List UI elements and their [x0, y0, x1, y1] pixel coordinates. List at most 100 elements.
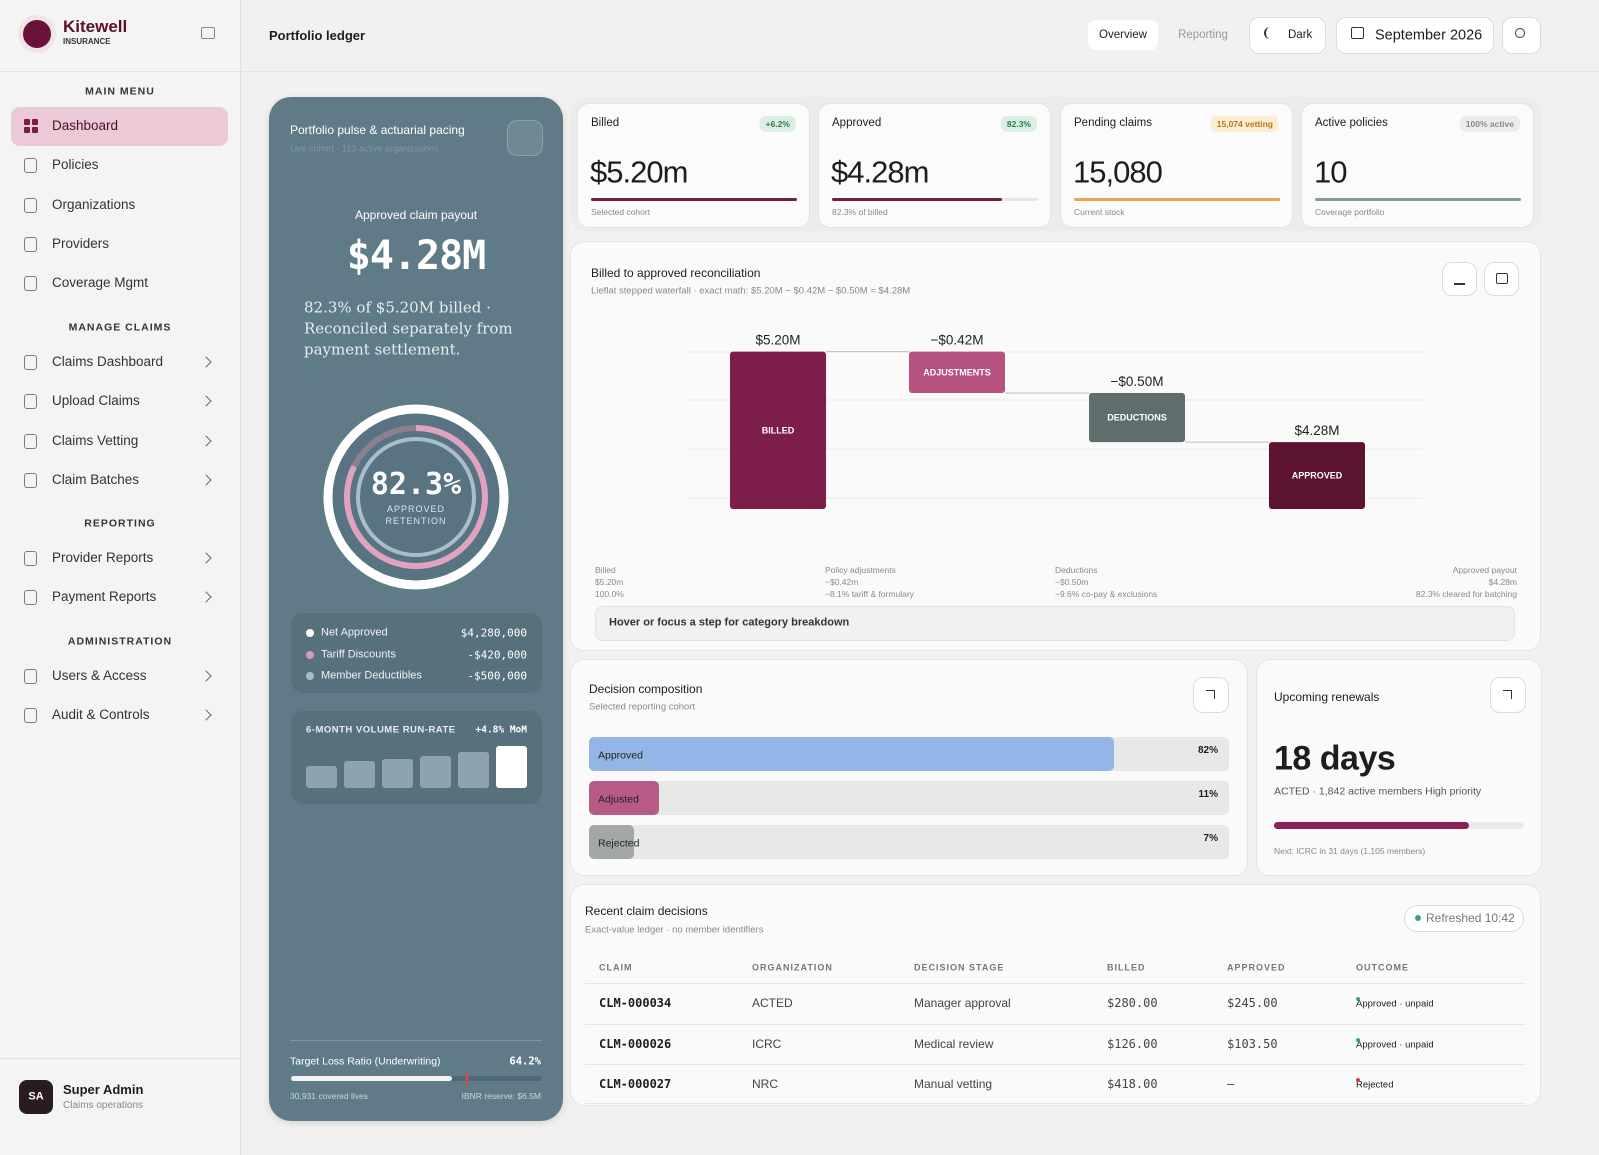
arrow-icon: [1503, 690, 1512, 699]
kpi-title: Billed: [591, 117, 620, 130]
kpi-value: $5.20m: [590, 154, 688, 190]
column-header: CLAIM: [599, 962, 633, 973]
composition-bar: [589, 825, 634, 859]
payout-note: 82.3% of $5.20M billed · Reconciled sepa…: [304, 298, 513, 359]
kpi-badge: 100% active: [1459, 115, 1520, 133]
bar-label: ADJUSTMENTS: [923, 367, 991, 377]
legend-dot: [306, 650, 314, 659]
outcome-dot: [1356, 1078, 1360, 1082]
calendar-button[interactable]: [1484, 262, 1519, 296]
tab-active[interactable]: [1088, 20, 1158, 50]
menu-label: Organizations: [52, 196, 136, 212]
footnote: 82.3% cleared for batching: [1416, 589, 1517, 599]
table-cell: ACTED: [752, 995, 793, 1010]
row-divider: [585, 983, 1526, 984]
legend-box: [291, 613, 542, 693]
panel-title: Portfolio pulse & actuarial pacing: [290, 122, 465, 137]
kpi-title: Pending claims: [1074, 117, 1152, 130]
legend-dot: [306, 629, 314, 637]
menu-icon: [24, 127, 30, 133]
ring-outer: [323, 404, 509, 590]
footnote: Deductions: [1055, 565, 1098, 575]
menu-label: Policies: [52, 157, 99, 173]
pulse-panel: [269, 97, 563, 1121]
menu-label: Upload Claims: [52, 393, 140, 409]
waterfall-chart: BILLED $5.20M ADJUSTMENTS −$0.42M DEDUCTIONS…: [595, 333, 1518, 599]
page-title: Portfolio ledger: [269, 28, 366, 44]
payout-label: Approved claim payout: [354, 207, 478, 222]
table-cell: ICRC: [752, 1036, 782, 1051]
date-picker[interactable]: [1336, 17, 1494, 54]
menu-icon: [24, 236, 37, 252]
download-button[interactable]: [1442, 262, 1477, 296]
menu-item[interactable]: [11, 146, 228, 185]
kpi-value: 10: [1314, 154, 1347, 190]
ring-caption: APPROVED RETENTION: [385, 504, 447, 526]
column-header: APPROVED: [1227, 962, 1286, 973]
legend-name: Tariff Discounts: [321, 647, 396, 660]
card-title: Decision composition: [589, 681, 703, 696]
legend-value: $4,280,000: [460, 626, 527, 640]
kpi-progress: [1074, 198, 1280, 201]
table-cell: Manager approval: [914, 995, 1011, 1010]
runrate-bar: [344, 761, 375, 788]
legend-value: -$420,000: [467, 647, 527, 661]
runrate-bar: [458, 752, 489, 788]
menu-icon: [24, 276, 37, 292]
composition-bar: [589, 781, 660, 815]
composition-track: [589, 781, 1229, 815]
menu-icon: [24, 669, 37, 684]
menu-item[interactable]: [11, 225, 228, 264]
ring-value: 82.3%: [370, 467, 462, 502]
value-label: $4.28M: [1294, 423, 1339, 438]
value-label: $5.20M: [755, 333, 800, 348]
menu-label: Providers: [52, 235, 110, 251]
collapse-button[interactable]: [201, 27, 215, 39]
calendar-icon: [1496, 273, 1508, 284]
ring-inner: [356, 437, 476, 557]
user-name: Super Admin: [63, 1082, 144, 1098]
column-header: OUTCOME: [1356, 962, 1409, 973]
panel-subtitle: Live cohort · 113 active organizations: [290, 143, 439, 154]
kpi-title: Active policies: [1315, 117, 1388, 130]
table-cell: CLM-000034: [599, 995, 672, 1010]
runrate-bar: [420, 756, 451, 788]
card-title: Upcoming renewals: [1274, 689, 1380, 704]
settings-button[interactable]: [507, 120, 543, 156]
composition-label: Adjusted: [598, 793, 639, 806]
footnote: −$0.50m: [1055, 577, 1088, 587]
moon-icon: [1264, 27, 1276, 39]
status-text: Refreshed 10:42: [1426, 910, 1515, 925]
kpi-badge: 15,074 vetting: [1210, 115, 1279, 133]
composition-label: Approved: [598, 749, 643, 762]
expand-button[interactable]: [1193, 677, 1229, 713]
table-card: [570, 884, 1541, 1106]
loss-value: 64.2%: [509, 1055, 541, 1068]
theme-toggle[interactable]: [1249, 17, 1326, 54]
card-subtitle: Selected reporting cohort: [589, 701, 696, 713]
table-cell: Medical review: [914, 1036, 994, 1051]
header-divider: [241, 71, 1599, 72]
composition-track: [589, 825, 1229, 859]
avatar-initials: SA: [28, 1090, 44, 1103]
runrate-bar: [382, 759, 413, 788]
arrow-icon: [1206, 690, 1215, 699]
table-cell: $126.00: [1107, 1036, 1158, 1051]
expand-button[interactable]: [1490, 677, 1526, 713]
table-cell: $245.00: [1227, 995, 1278, 1010]
sidebar-footer-divider: [0, 1058, 241, 1059]
menu-icon: [24, 551, 37, 566]
menu-label: Claims Dashboard: [52, 353, 164, 369]
legend-name: Member Deductibles: [321, 669, 422, 682]
menu-icon: [24, 197, 37, 213]
outcome: Approved · unpaid: [1356, 1038, 1434, 1050]
outcome: Rejected: [1356, 1079, 1394, 1091]
renewal-note: Next: ICRC in 31 days (1,105 members): [1274, 845, 1426, 856]
kpi-caption: Selected cohort: [591, 206, 651, 217]
menu-item[interactable]: [11, 107, 228, 146]
brand-sub: INSURANCE: [63, 37, 111, 47]
ibnr-reserve: IBNR reserve: $6.5M: [461, 1090, 541, 1101]
menu-label: Provider Reports: [52, 549, 154, 565]
search-icon: [1515, 28, 1525, 38]
outcome: Approved · unpaid: [1356, 998, 1434, 1010]
